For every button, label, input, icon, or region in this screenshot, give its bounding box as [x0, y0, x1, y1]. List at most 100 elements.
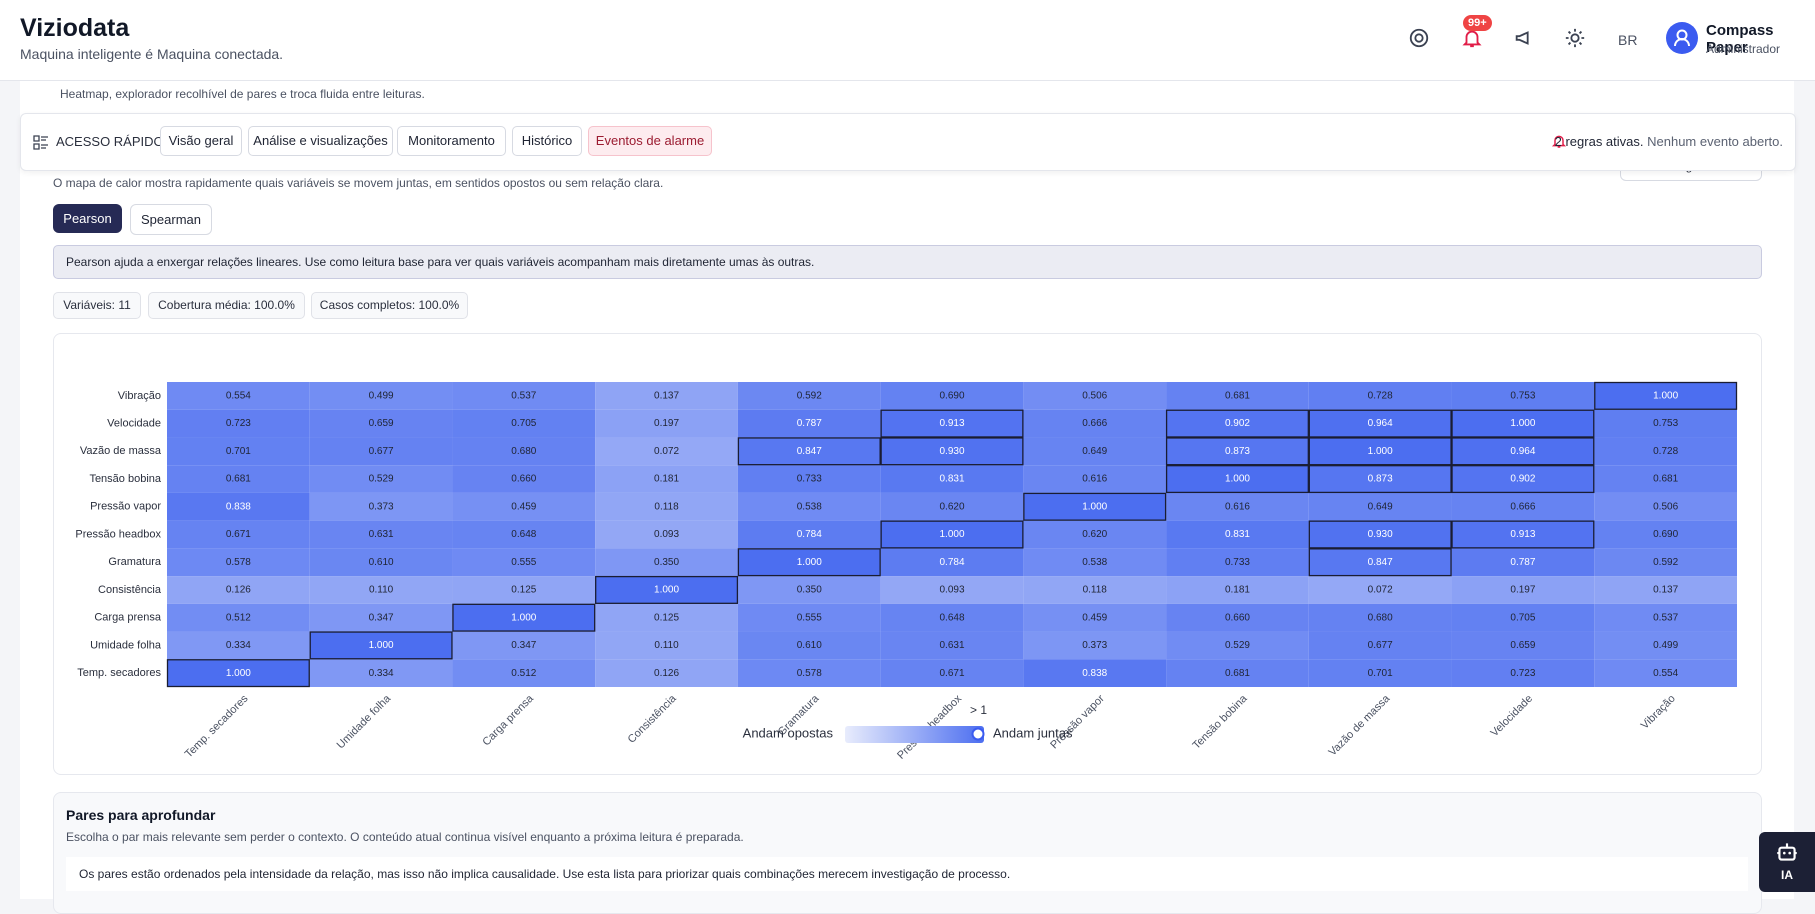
bell-icon[interactable]	[1461, 27, 1483, 49]
y-tick-label: Pressão headbox	[75, 528, 161, 540]
heatmap-cell	[737, 409, 881, 438]
cell-highlight	[595, 575, 739, 604]
cell-label: 0.578	[226, 557, 251, 568]
cell-label: 0.506	[1653, 501, 1678, 512]
cell-label: 0.680	[1368, 612, 1393, 623]
cell-label: 0.616	[1225, 501, 1250, 512]
heatmap-cell	[1594, 409, 1737, 438]
heatmap-cell	[1308, 465, 1452, 493]
announce-icon[interactable]	[1513, 27, 1535, 49]
cell-label: 0.110	[654, 640, 679, 651]
heatmap-cell	[1166, 382, 1309, 410]
heatmap-cell	[1166, 576, 1309, 604]
heatmap-cell	[595, 492, 738, 521]
x-tick-label: Tensão bobina	[1191, 692, 1251, 752]
cell-label: 0.334	[369, 668, 394, 679]
cell-label: 1.000	[939, 529, 964, 540]
heatmap-cell	[1166, 631, 1309, 660]
method-info-text: Pearson ajuda a enxergar relações linear…	[66, 255, 815, 269]
cell-label: 0.529	[1225, 640, 1250, 651]
heatmap-cell	[1594, 603, 1737, 632]
quick-link[interactable]: Análise e visualizações	[248, 126, 393, 156]
cell-label: 1.000	[654, 585, 679, 596]
x-tick-label: Carga prensa	[480, 692, 536, 748]
cell-label: 0.666	[1510, 501, 1535, 512]
cell-label: 0.964	[1510, 446, 1535, 457]
heatmap-cell	[1308, 576, 1452, 604]
cell-label: 0.681	[1225, 391, 1250, 402]
quick-link[interactable]: Histórico	[512, 126, 582, 156]
cell-label: 0.701	[1368, 668, 1393, 679]
y-tick-label: Vazão de massa	[80, 445, 162, 457]
cell-label: 0.529	[369, 474, 394, 485]
method-button[interactable]: Spearman	[130, 204, 212, 235]
heatmap-cell	[1166, 492, 1309, 521]
scale-handle	[971, 727, 985, 741]
cell-label: 0.499	[369, 391, 394, 402]
cell-label: 0.126	[226, 585, 251, 596]
avatar[interactable]	[1666, 22, 1698, 54]
cell-label: 0.705	[1510, 612, 1535, 623]
assistant-button[interactable]: IA	[1759, 832, 1815, 892]
heatmap-cell	[595, 659, 738, 687]
heatmap-cell	[880, 603, 1024, 632]
heatmap-cell	[1023, 576, 1167, 604]
assistant-label: IA	[1781, 868, 1793, 882]
cell-label: 0.118	[654, 501, 679, 512]
heatmap-cell	[1023, 409, 1167, 438]
cell-label: 0.787	[797, 418, 822, 429]
cell-label: 0.690	[1653, 529, 1678, 540]
app-subtitle: Maquina inteligente é Maquina conectada.	[20, 46, 284, 62]
cell-label: 0.537	[1653, 612, 1678, 623]
heatmap-cell	[880, 409, 1024, 438]
heatmap-cell	[167, 659, 310, 687]
cell-label: 0.913	[1510, 529, 1535, 540]
heatmap-cell	[737, 520, 881, 549]
alert-strong: 2 regras ativas.	[1554, 134, 1644, 149]
cell-label: 0.537	[511, 391, 536, 402]
cell-label: 0.459	[1082, 612, 1107, 623]
heatmap-cell	[737, 548, 881, 577]
quick-link[interactable]: Visão geral	[160, 126, 242, 156]
cell-label: 0.197	[1510, 585, 1535, 596]
cell-label: 0.334	[226, 640, 251, 651]
heatmap-cell	[309, 492, 453, 521]
heatmap-cell	[1023, 659, 1167, 687]
cell-label: 0.913	[939, 418, 964, 429]
heatmap-cell	[595, 631, 738, 660]
cell-highlight	[1308, 520, 1452, 549]
heatmap-cell	[737, 659, 881, 687]
cell-highlight	[452, 603, 596, 632]
cell-label: 0.660	[511, 474, 536, 485]
x-tick-label: Consistência	[626, 692, 680, 746]
cell-label: 0.659	[1510, 640, 1535, 651]
heatmap-cell	[1451, 576, 1595, 604]
heatmap-cell	[737, 465, 881, 493]
cell-label: 0.648	[511, 529, 536, 540]
cell-label: 0.499	[1653, 640, 1678, 651]
alert-summary: 2 regras ativas. Nenhum evento aberto.	[1555, 134, 1783, 149]
cell-label: 0.126	[654, 668, 679, 679]
cell-label: 0.578	[797, 668, 822, 679]
quick-link[interactable]: Monitoramento	[397, 126, 506, 156]
language[interactable]: BR	[1618, 32, 1638, 48]
cell-highlight	[1165, 409, 1309, 438]
cell-label: 0.838	[226, 501, 251, 512]
heatmap-cell	[1451, 382, 1595, 410]
heatmap-cell	[737, 492, 881, 521]
pairs-note-text: Os pares estão ordenados pela intensidad…	[79, 867, 1011, 881]
cell-label: 0.350	[797, 585, 822, 596]
quick-link[interactable]: Eventos de alarme	[588, 126, 712, 156]
heatmap-cell	[1023, 492, 1167, 521]
heatmap-cell	[309, 465, 453, 493]
robot-icon	[1777, 843, 1797, 861]
heatmap-cell	[880, 548, 1024, 577]
cell-label: 0.181	[1225, 585, 1250, 596]
heatmap-cell	[309, 631, 453, 660]
method-button[interactable]: Pearson	[53, 204, 122, 233]
heatmap-cell	[1023, 548, 1167, 577]
theme-icon[interactable]	[1564, 27, 1586, 49]
user-role: Administrador	[1706, 42, 1781, 56]
cell-label: 0.902	[1225, 418, 1250, 429]
help-icon[interactable]	[1408, 27, 1430, 49]
